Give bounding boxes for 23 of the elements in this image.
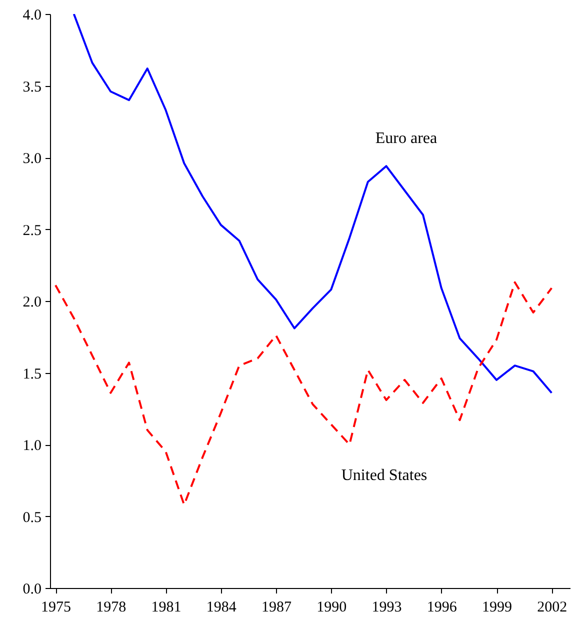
x-tick-label: 2002	[537, 600, 568, 616]
series-label: United States	[341, 467, 428, 484]
y-tick-label: 3.5	[22, 79, 42, 96]
x-tick-label: 1984	[206, 600, 237, 616]
x-tick-label: 1981	[151, 600, 182, 616]
line-series	[54, 281, 553, 506]
y-tick-label: 2.0	[22, 294, 42, 310]
y-tick-label: 2.5	[22, 222, 42, 239]
series-label: Euro area	[375, 130, 438, 148]
y-tick-label: 4.0	[22, 8, 42, 24]
x-tick-label: 1993	[372, 600, 402, 616]
x-tick-label: 1987	[262, 600, 292, 616]
y-tick-label: 0.0	[22, 582, 42, 598]
x-tick-label: 1978	[96, 600, 126, 616]
y-tick-label: 1.0	[22, 438, 42, 454]
x-tick-label: 1999	[482, 600, 512, 616]
line-series	[72, 14, 553, 394]
y-tick-label: 3.0	[22, 151, 42, 167]
y-tick-label: 1.5	[22, 366, 42, 382]
x-tick-label: 1990	[316, 600, 347, 616]
y-tick-label: 0.5	[22, 510, 42, 526]
x-tick-label: 1996	[426, 600, 458, 616]
x-tick-label: 1975	[41, 600, 72, 616]
